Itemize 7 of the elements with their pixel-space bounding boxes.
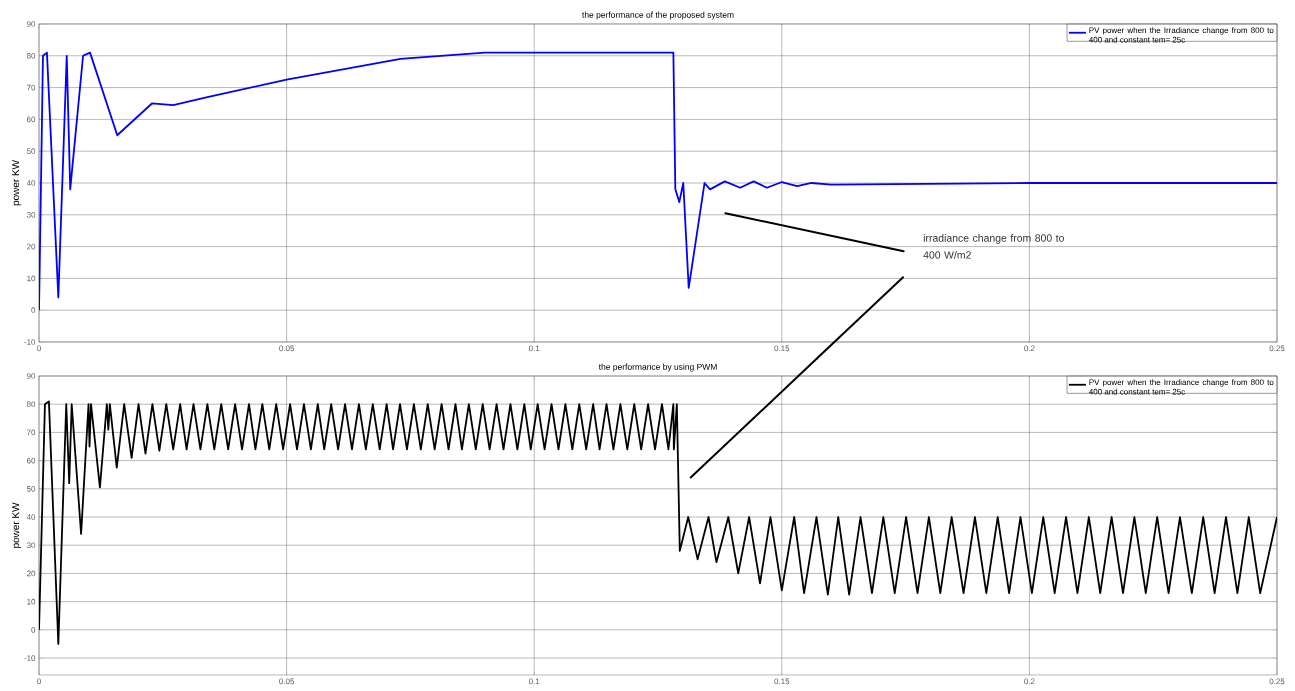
y-axis-title: power KW: [12, 502, 22, 548]
chart-title: the performance of the proposed system: [582, 11, 734, 20]
line-series: [39, 400, 1278, 645]
annotation: irradiance change from 800 to 400 W/m2: [923, 234, 1064, 259]
y-axis-title: power KW: [12, 160, 22, 206]
line-series: [39, 51, 1278, 312]
chart-title: the performance by using PWM: [598, 363, 717, 372]
